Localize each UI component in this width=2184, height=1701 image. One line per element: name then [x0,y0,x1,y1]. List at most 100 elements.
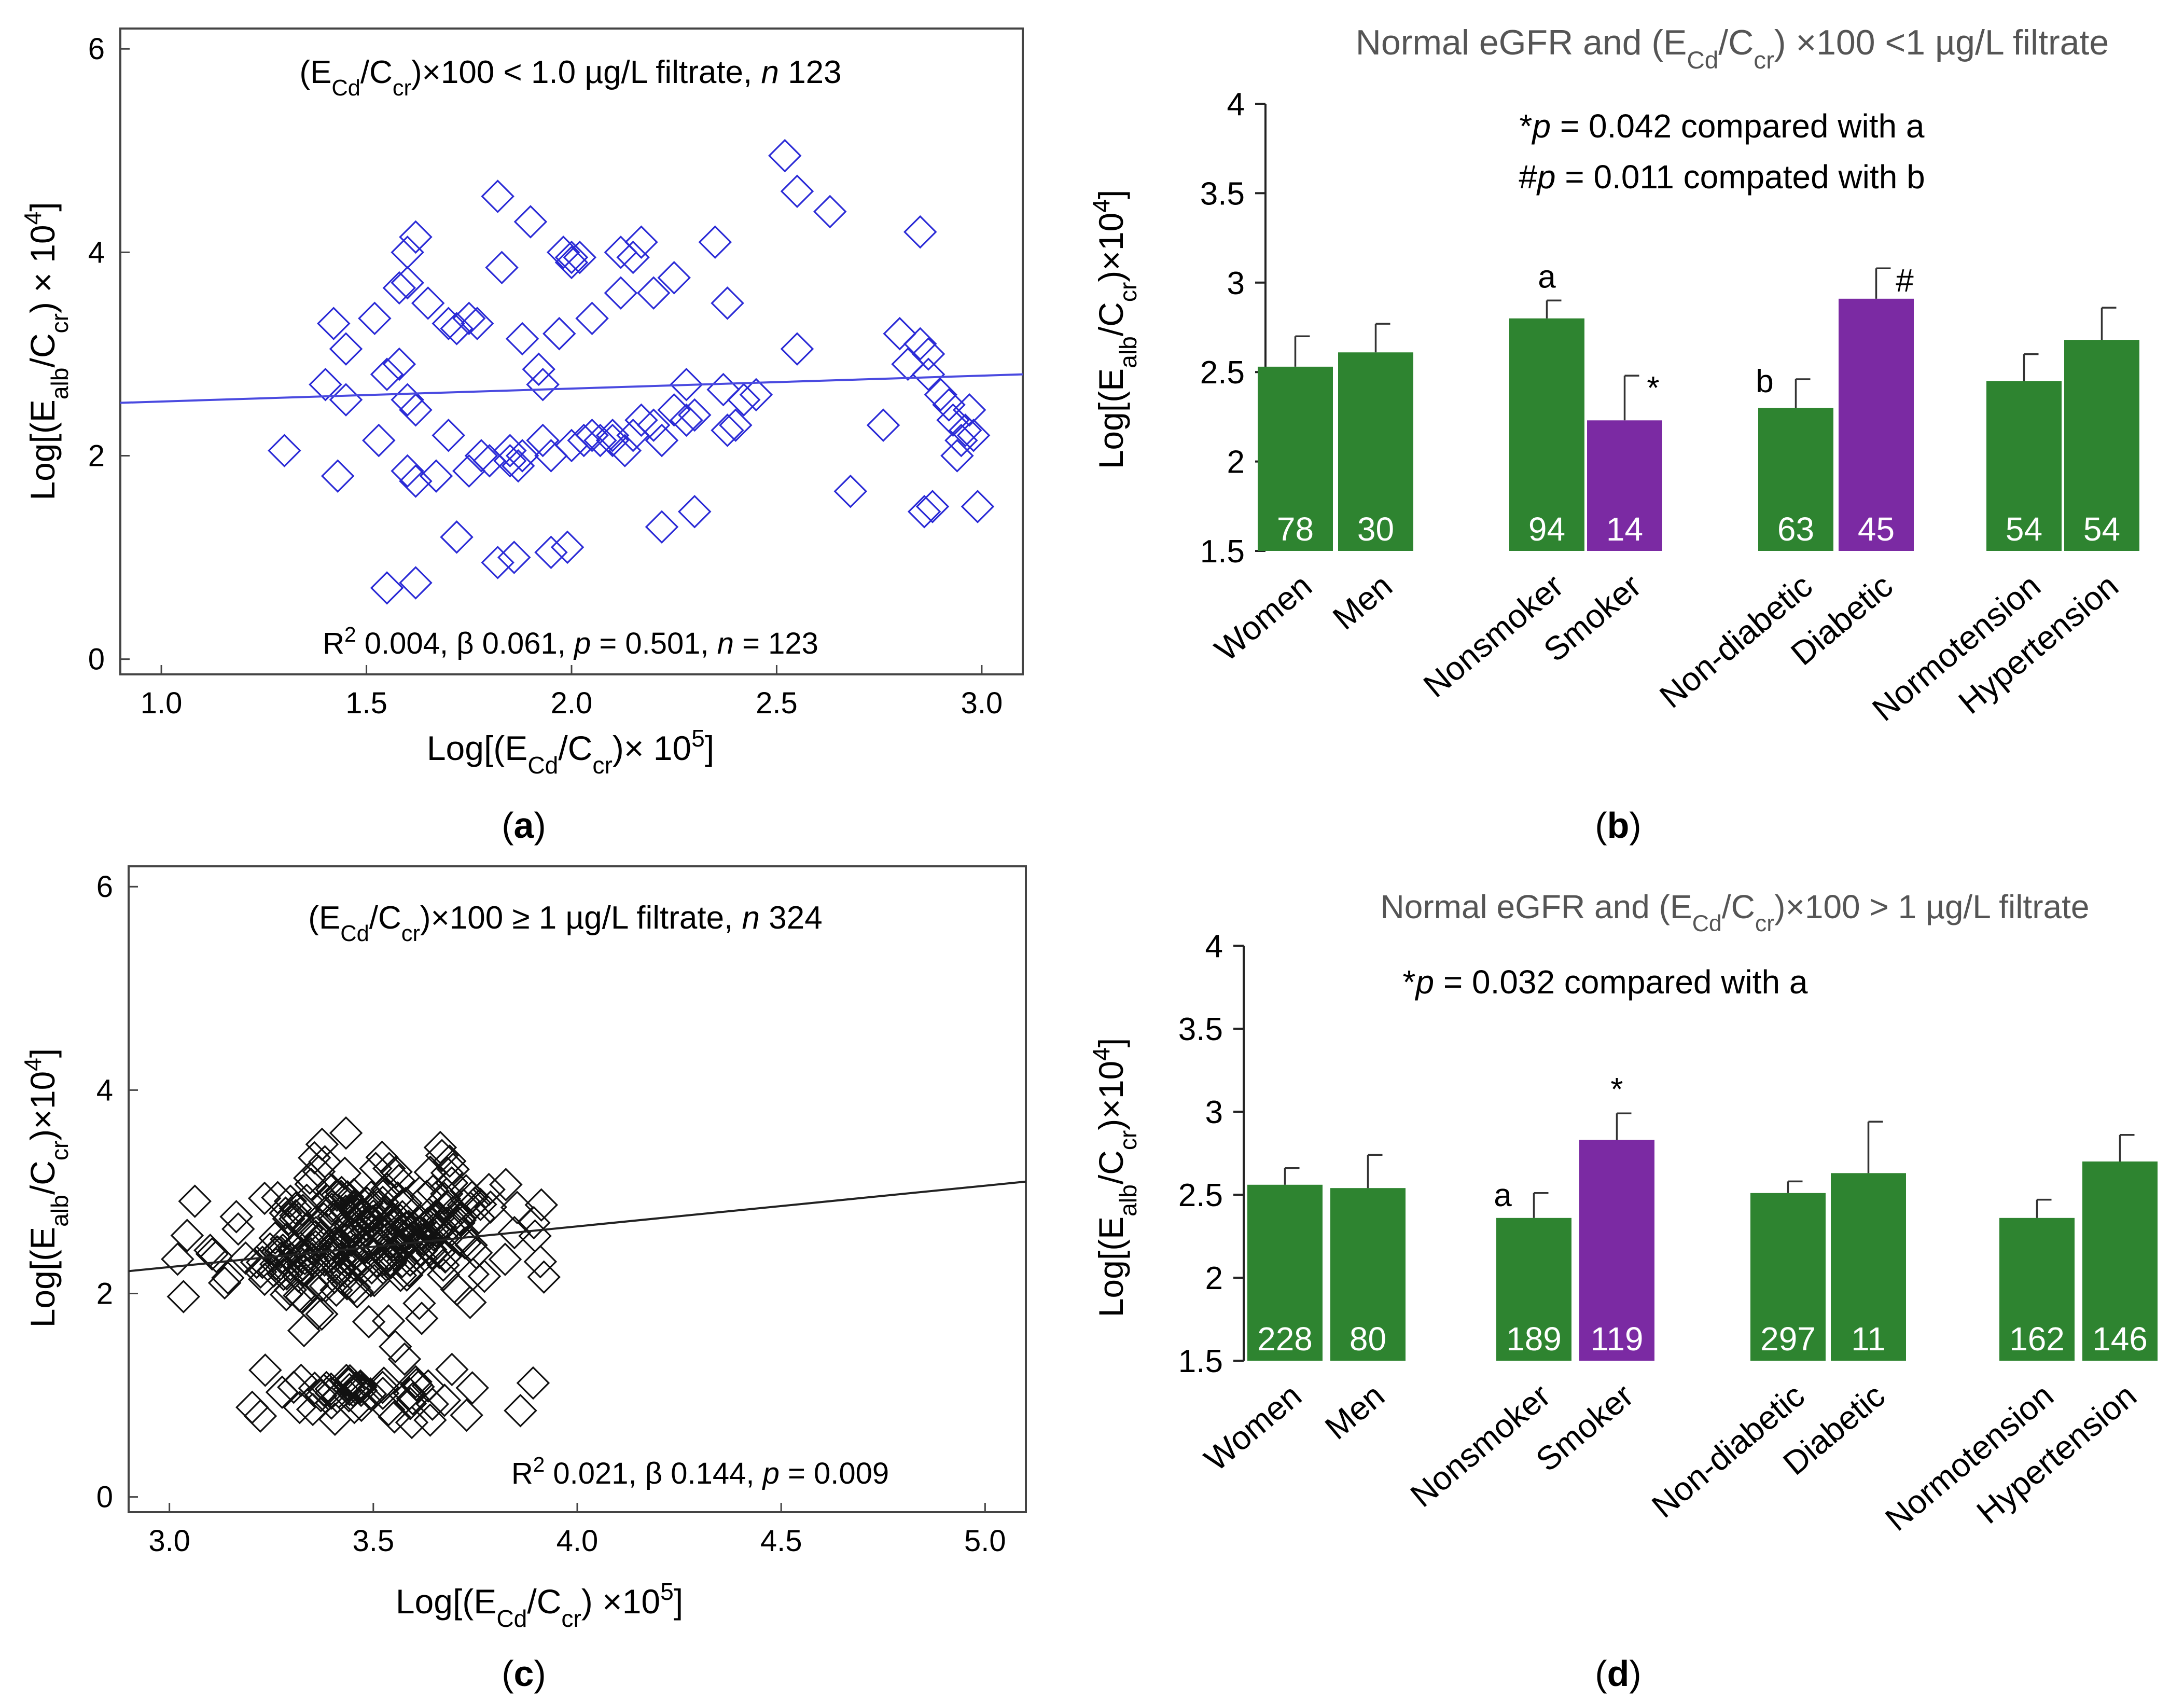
panel-c-stats: R2 0.021, β 0.144, p = 0.009 [511,1453,889,1490]
scatter-point [296,1392,330,1427]
bar [1338,352,1413,551]
scatter-point [391,236,424,269]
scatter-point [258,1221,292,1255]
scatter-point [338,1191,371,1224]
scatter-point [393,1377,427,1410]
scatter-point [522,352,555,386]
scatter-point [207,1266,242,1300]
scatter-point [396,1381,429,1416]
scatter-point [501,449,535,483]
scatter-point [361,1190,395,1224]
scatter-point [447,1188,480,1222]
bar-n-label: 63 [1777,510,1814,548]
significance-annotation: *p = 0.032 compared with a [1403,963,1808,1001]
plot-frame [128,865,1027,1513]
scatter-point [387,1342,422,1376]
scatter-point [542,316,576,351]
panel-a-caption: (a) [502,805,546,846]
bar [1509,318,1584,551]
scatter-point [337,1270,371,1304]
scatter-point [281,1259,315,1293]
scatter-point [493,434,527,467]
scatter-point [563,240,597,274]
scatter-point [505,322,539,356]
scatter-point [243,1399,277,1433]
significance-marker: b [1756,364,1773,399]
y-tick-label: 2.5 [1178,1178,1223,1213]
scatter-point [279,1192,313,1225]
scatter-point [379,1155,413,1189]
scatter-point [330,1180,365,1214]
y-tick-label: 3.5 [1200,176,1245,212]
y-tick-label: 2 [96,1277,113,1310]
scatter-point [459,1236,493,1270]
scatter-point [936,403,970,437]
scatter-point [211,1261,245,1295]
scatter-point [426,1257,461,1292]
scatter-point [467,1259,502,1293]
y-tick-label: 3 [1205,1095,1223,1130]
scatter-point [405,1302,439,1335]
scatter-point [423,1210,457,1244]
scatter-point [670,367,703,402]
significance-marker: a [1494,1178,1512,1213]
y-tick-label: 2 [88,439,105,473]
significance-marker: # [1896,263,1914,299]
scatter-point [924,378,958,412]
scatter-point [833,474,868,508]
scatter-point [383,1230,417,1264]
bar-n-label: 30 [1357,510,1394,548]
bar-n-label: 14 [1606,510,1643,548]
scatter-point [297,1141,331,1175]
category-label: Men [1326,567,1399,637]
scatter-point [350,1186,384,1220]
panel-d-title: Normal eGFR and (ECd/Ccr)×100 > 1 µg/L f… [1381,888,2090,936]
scatter-point [336,1374,370,1407]
bar-n-label: 54 [2006,510,2042,548]
y-tick-label: 4 [1227,87,1245,122]
x-tick-label: 1.5 [345,686,387,720]
x-tick-label: 5.0 [964,1524,1006,1558]
scatter-point [362,423,396,458]
scatter-point [523,1244,558,1279]
scatter-point [391,454,424,488]
scatter-point [305,1127,339,1161]
scatter-point [524,1188,558,1222]
scatter-point [178,1184,212,1218]
y-tick-label: 3.5 [1178,1012,1223,1047]
scatter-point [321,459,355,493]
scatter-point [464,439,498,473]
scatter-point [432,307,465,340]
scatter-point [277,1370,311,1404]
scatter-point [309,367,342,402]
scatter-point [199,1239,233,1274]
scatter-point [374,1246,408,1280]
scatter-point [481,546,514,579]
scatter-point [453,1285,487,1319]
scatter-point [382,347,416,381]
scatter-point [317,307,351,340]
scatter-point [391,266,424,300]
bar-n-label: 297 [1760,1320,1816,1358]
scatter-point [337,1390,371,1425]
bar [1579,1140,1654,1361]
scatter-point [375,1201,409,1236]
scatter-point [372,1152,406,1185]
bar-n-label: 11 [1851,1320,1885,1358]
bar-n-label: 189 [1506,1320,1562,1358]
scatter-point [265,1375,299,1409]
scatter-point [268,434,301,467]
scatter-point [399,566,433,600]
scatter-point [399,464,433,498]
scatter-point [395,1405,429,1440]
scatter-point [399,393,433,427]
scatter-point [956,418,991,452]
scatter-point [452,301,486,336]
scatter-point [636,276,671,310]
scatter-point [636,408,671,442]
panel-a-scatter: 0 2 4 6 1.0 1.5 2.0 2.5 3.0 (ECd/Ccr)×100 < 1.0 … [19,27,1024,846]
significance-marker: * [1610,1072,1623,1108]
panel-a-xlabel: Log[(ECd/Ccr)× 105] [427,725,714,779]
y-tick-label: 2 [1227,445,1245,480]
scatter-point [371,1393,406,1427]
